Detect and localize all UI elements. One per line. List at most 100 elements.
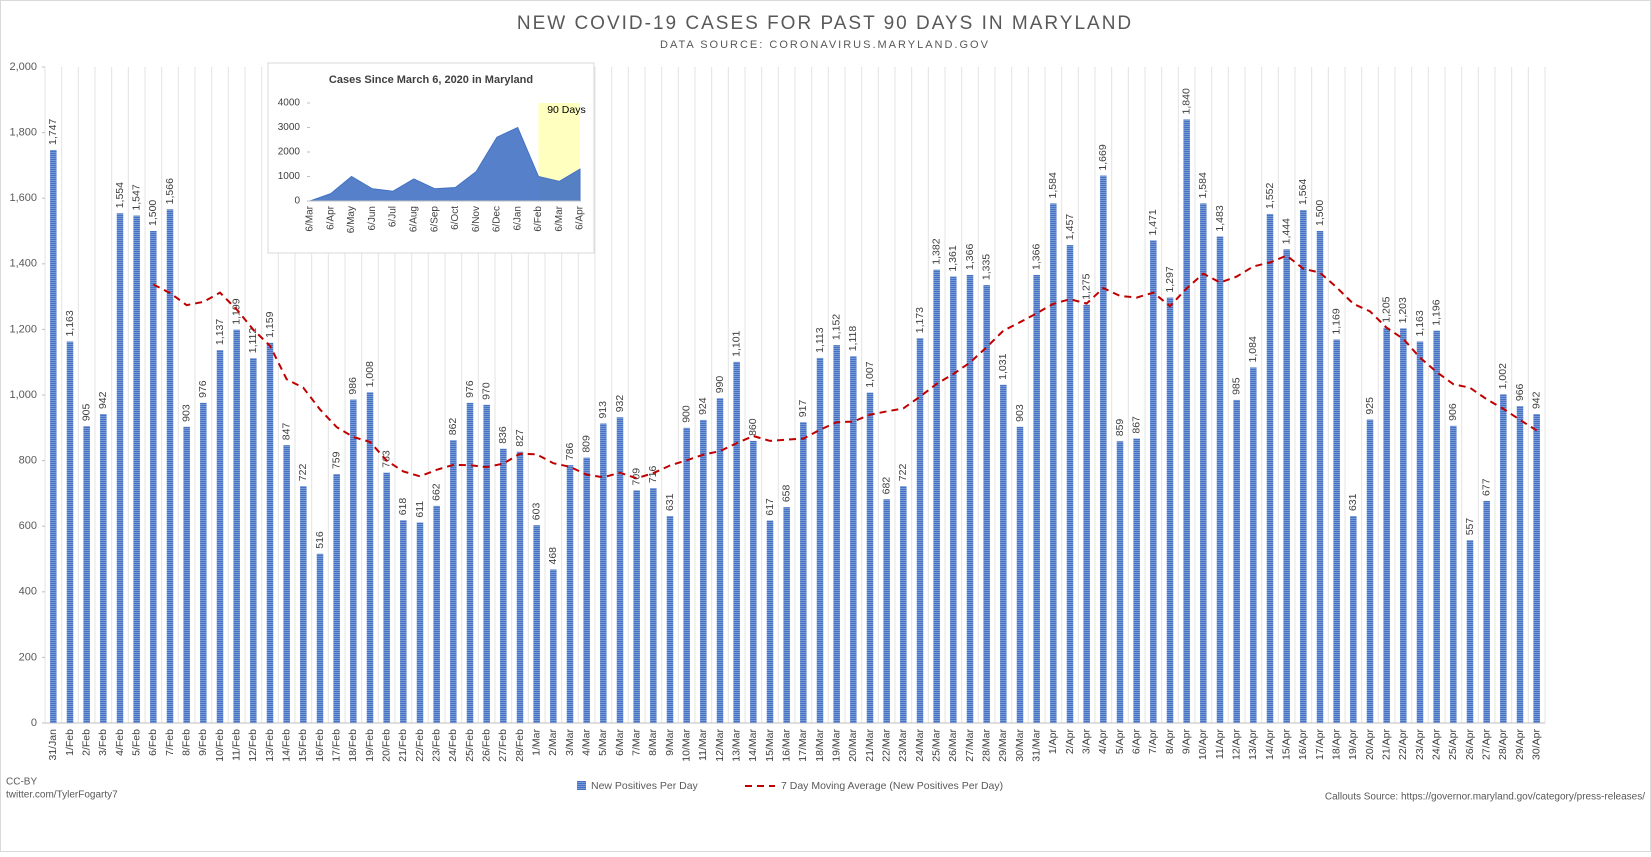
bar: [216, 350, 224, 723]
x-tick-label: 9/Feb: [197, 729, 209, 756]
x-tick-label: 30/Apr: [1530, 728, 1542, 759]
inset-x-tick-label: 6/Sep: [429, 206, 440, 233]
x-tick-label: 10/Mar: [680, 729, 692, 762]
x-tick-label: 8/Mar: [647, 729, 659, 756]
inset-x-tick-label: 6/Jan: [512, 206, 523, 230]
data-label: 1,199: [230, 298, 242, 324]
legend-swatch: [577, 781, 586, 790]
bar: [1150, 240, 1157, 723]
data-label: 862: [447, 418, 459, 436]
data-label: 903: [1014, 404, 1026, 422]
credit-link: twitter.com/TylerFogarty7: [6, 790, 118, 801]
x-tick-label: 13/Apr: [1247, 728, 1259, 759]
x-tick-label: 21/Feb: [397, 729, 409, 762]
data-label: 786: [564, 443, 576, 461]
data-label: 516: [314, 531, 326, 549]
data-label: 970: [480, 382, 492, 400]
bar: [300, 486, 307, 723]
inset-x-tick-label: 6/May: [346, 206, 357, 233]
bar: [666, 516, 674, 723]
inset-x-tick-label: 6/Feb: [533, 206, 544, 232]
data-label: 1,500: [147, 200, 159, 226]
x-tick-label: 29/Mar: [997, 729, 1009, 762]
bar: [266, 342, 274, 723]
x-tick-label: 8/Apr: [1164, 729, 1176, 755]
y-tick-label: 1,800: [9, 127, 37, 139]
bar: [1050, 203, 1057, 723]
bar: [1200, 203, 1207, 723]
x-tick-label: 7/Feb: [164, 729, 176, 756]
data-label: 682: [880, 477, 892, 495]
bar: [1400, 328, 1407, 723]
x-tick-label: 23/Feb: [430, 729, 442, 762]
bar: [933, 269, 940, 723]
bar: [400, 520, 407, 723]
x-tick-label: 24/Mar: [914, 729, 926, 762]
credit: CC-BY: [6, 777, 37, 788]
x-tick-label: 22/Mar: [880, 729, 892, 762]
bar: [1466, 540, 1474, 723]
source-note: Callouts Source: https://governor.maryla…: [1325, 792, 1645, 803]
x-tick-label: 27/Apr: [1480, 728, 1492, 759]
x-tick-label: 26/Apr: [1464, 728, 1476, 759]
x-tick-label: 25/Feb: [464, 729, 476, 762]
data-label: 1,159: [264, 311, 276, 337]
inset-y-tick-label: 4000: [278, 98, 301, 109]
x-tick-label: 15/Apr: [1280, 728, 1292, 759]
x-tick-label: 14/Feb: [280, 729, 292, 762]
x-tick-label: 6/Mar: [614, 729, 626, 756]
bar: [1250, 367, 1257, 723]
data-label: 900: [680, 405, 692, 423]
data-label: 1,669: [1097, 144, 1109, 170]
bar: [1116, 441, 1124, 723]
x-tick-label: 1/Apr: [1047, 729, 1059, 755]
data-label: 1,007: [864, 361, 876, 387]
data-label: 1,205: [1380, 296, 1392, 322]
y-tick-label: 1,600: [9, 192, 37, 204]
x-tick-label: 28/Mar: [980, 729, 992, 762]
data-label: 867: [1130, 416, 1142, 434]
x-tick-label: 3/Mar: [564, 729, 576, 756]
bar: [550, 569, 557, 723]
legend-label: 7 Day Moving Average (New Positives Per …: [781, 780, 1003, 792]
bar: [183, 426, 190, 723]
x-tick-label: 16/Apr: [1297, 728, 1309, 759]
x-tick-label: 25/Apr: [1447, 728, 1459, 759]
bar: [1216, 236, 1224, 724]
bar: [433, 505, 440, 723]
data-label: 1,554: [114, 182, 126, 208]
chart-title: NEW COVID-19 CASES FOR PAST 90 DAYS IN M…: [517, 13, 1133, 34]
x-tick-label: 18/Apr: [1330, 728, 1342, 759]
data-label: 1,552: [1264, 183, 1276, 209]
data-label: 1,169: [1330, 308, 1342, 334]
bar: [133, 215, 140, 724]
bar: [700, 419, 707, 723]
bar: [616, 417, 624, 723]
bar: [200, 402, 207, 723]
data-label: 990: [714, 376, 726, 394]
bar: [800, 422, 807, 723]
x-tick-label: 19/Mar: [830, 729, 842, 762]
bar: [500, 448, 507, 723]
bar: [1300, 210, 1307, 723]
bar: [483, 404, 490, 723]
data-label: 860: [747, 418, 759, 436]
data-label: 1,366: [1030, 244, 1042, 270]
x-tick-label: 13/Feb: [264, 729, 276, 762]
x-tick-label: 26/Mar: [947, 729, 959, 762]
data-label: 1,444: [1280, 218, 1292, 244]
y-tick-label: 2,000: [9, 61, 37, 73]
bar: [1016, 426, 1024, 723]
x-tick-label: 22/Apr: [1397, 728, 1409, 759]
x-tick-label: 31/Mar: [1030, 729, 1042, 762]
bar: [816, 357, 824, 723]
data-label: 468: [547, 547, 559, 565]
moving-average-line: [152, 254, 1538, 480]
data-label: 1,173: [914, 307, 926, 333]
x-tick-label: 10/Feb: [214, 729, 226, 762]
inset-x-tick-label: 6/Mar: [554, 205, 565, 231]
bar: [966, 274, 974, 723]
x-tick-label: 21/Mar: [864, 729, 876, 762]
data-label: 1,203: [1397, 297, 1409, 323]
